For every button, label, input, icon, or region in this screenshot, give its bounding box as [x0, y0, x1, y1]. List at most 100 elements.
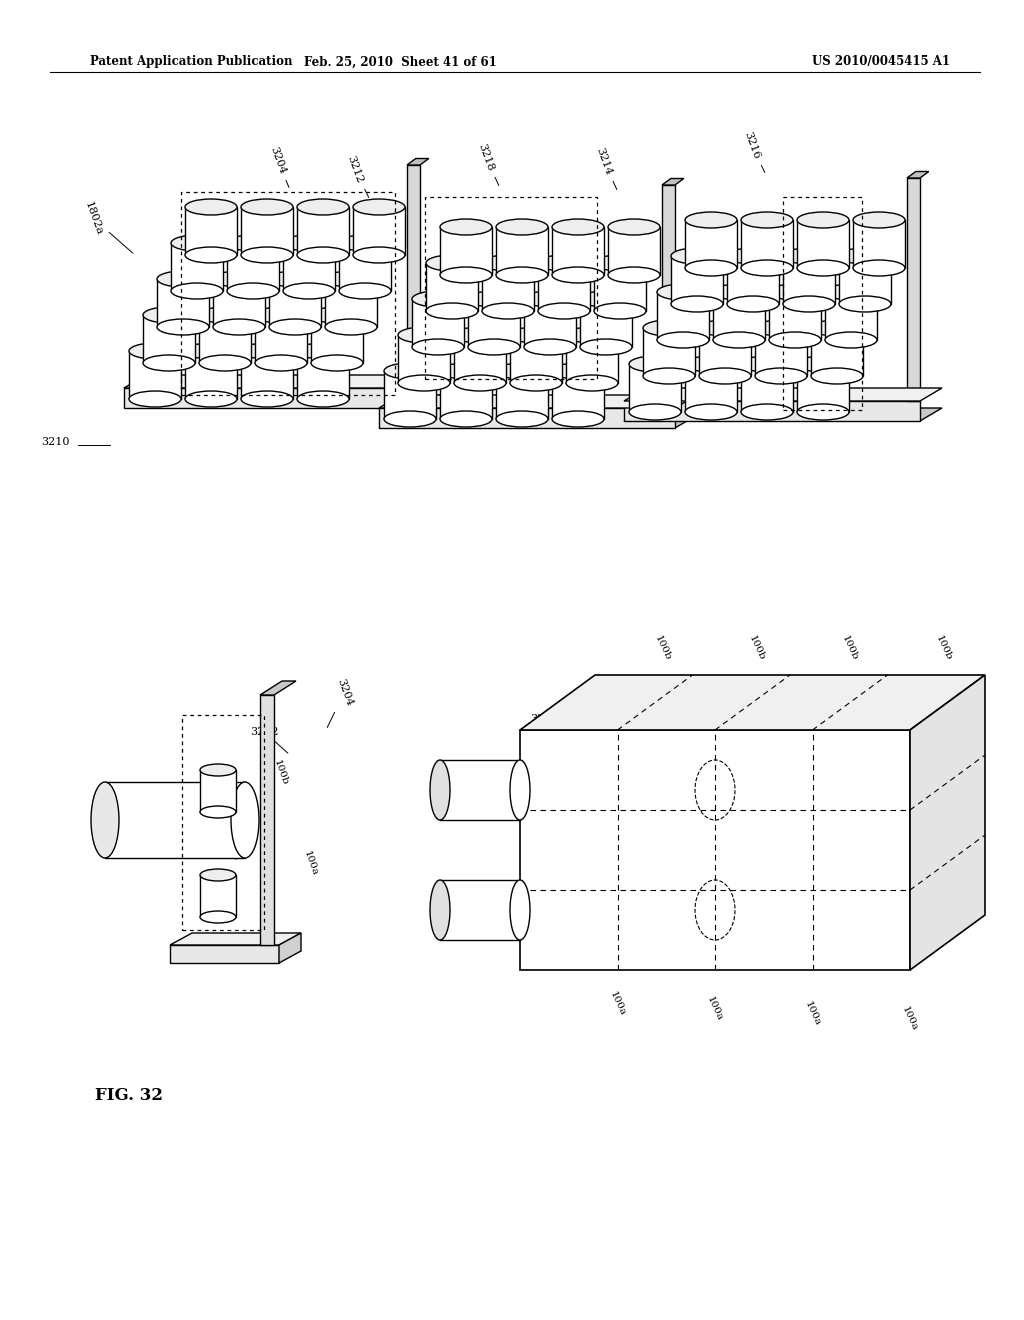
- Ellipse shape: [297, 343, 349, 359]
- Ellipse shape: [657, 333, 709, 348]
- Text: Patent Application Publication: Patent Application Publication: [90, 55, 293, 69]
- Text: US 2010/0045415 A1: US 2010/0045415 A1: [812, 55, 950, 69]
- Ellipse shape: [552, 363, 604, 379]
- Text: Feb. 25, 2010  Sheet 41 of 61: Feb. 25, 2010 Sheet 41 of 61: [304, 55, 497, 69]
- Bar: [524, 300, 575, 347]
- Ellipse shape: [412, 290, 464, 308]
- Bar: [157, 279, 209, 327]
- Ellipse shape: [566, 375, 618, 391]
- Ellipse shape: [510, 880, 530, 940]
- Ellipse shape: [227, 235, 279, 251]
- Text: 100b: 100b: [652, 634, 672, 663]
- Ellipse shape: [185, 343, 237, 359]
- Ellipse shape: [538, 304, 590, 319]
- Ellipse shape: [311, 308, 362, 323]
- Ellipse shape: [741, 213, 793, 228]
- Text: FIG. 32: FIG. 32: [95, 1086, 163, 1104]
- Bar: [685, 220, 737, 268]
- Bar: [241, 207, 293, 255]
- Ellipse shape: [671, 248, 723, 264]
- Ellipse shape: [200, 807, 236, 818]
- Polygon shape: [124, 388, 420, 408]
- Text: 3214: 3214: [594, 145, 616, 190]
- Bar: [811, 327, 863, 376]
- Ellipse shape: [741, 260, 793, 276]
- Bar: [260, 696, 274, 945]
- Ellipse shape: [339, 235, 391, 251]
- Text: 100a: 100a: [302, 850, 319, 876]
- Ellipse shape: [783, 248, 835, 264]
- Ellipse shape: [440, 411, 492, 426]
- Ellipse shape: [608, 267, 660, 282]
- Ellipse shape: [398, 375, 450, 391]
- Bar: [171, 243, 223, 290]
- Ellipse shape: [594, 255, 646, 271]
- Bar: [227, 243, 279, 290]
- Text: 3202: 3202: [250, 727, 288, 754]
- Ellipse shape: [552, 411, 604, 426]
- Text: 1802a: 1802a: [83, 201, 133, 253]
- Ellipse shape: [171, 282, 223, 300]
- Ellipse shape: [538, 255, 590, 271]
- Ellipse shape: [741, 356, 793, 372]
- Ellipse shape: [699, 368, 751, 384]
- Ellipse shape: [811, 368, 863, 384]
- Ellipse shape: [255, 308, 307, 323]
- Ellipse shape: [398, 327, 450, 343]
- Ellipse shape: [269, 271, 321, 286]
- Polygon shape: [624, 408, 942, 421]
- Ellipse shape: [213, 319, 265, 335]
- Ellipse shape: [643, 319, 695, 337]
- Bar: [685, 364, 737, 412]
- Bar: [643, 327, 695, 376]
- Ellipse shape: [580, 290, 632, 308]
- Bar: [741, 220, 793, 268]
- Ellipse shape: [199, 355, 251, 371]
- Ellipse shape: [608, 219, 660, 235]
- Bar: [496, 371, 548, 418]
- Bar: [412, 300, 464, 347]
- Ellipse shape: [157, 319, 209, 335]
- Ellipse shape: [643, 368, 695, 384]
- Bar: [699, 327, 751, 376]
- Ellipse shape: [496, 219, 548, 235]
- Bar: [580, 300, 632, 347]
- Ellipse shape: [241, 343, 293, 359]
- Bar: [552, 371, 604, 418]
- Bar: [755, 327, 807, 376]
- Ellipse shape: [185, 247, 237, 263]
- Bar: [325, 279, 377, 327]
- Ellipse shape: [685, 404, 737, 420]
- Ellipse shape: [769, 284, 821, 300]
- Bar: [297, 351, 349, 399]
- Bar: [907, 178, 920, 401]
- Bar: [520, 730, 910, 970]
- Polygon shape: [379, 408, 675, 428]
- Polygon shape: [407, 158, 429, 165]
- Text: 3204: 3204: [268, 145, 289, 187]
- Ellipse shape: [552, 267, 604, 282]
- Ellipse shape: [384, 411, 436, 426]
- Bar: [185, 351, 237, 399]
- Bar: [797, 364, 849, 412]
- Ellipse shape: [297, 199, 349, 215]
- Text: 3216: 3216: [742, 129, 765, 173]
- Text: 3212: 3212: [345, 154, 369, 198]
- Polygon shape: [279, 933, 301, 964]
- Ellipse shape: [741, 404, 793, 420]
- Ellipse shape: [353, 247, 406, 263]
- Bar: [185, 207, 237, 255]
- Ellipse shape: [241, 247, 293, 263]
- Bar: [797, 220, 849, 268]
- Ellipse shape: [339, 282, 391, 300]
- Ellipse shape: [510, 375, 562, 391]
- Bar: [538, 263, 590, 312]
- Bar: [468, 300, 520, 347]
- Ellipse shape: [129, 391, 181, 407]
- Text: 100a: 100a: [608, 990, 627, 1016]
- Bar: [311, 315, 362, 363]
- Bar: [594, 263, 646, 312]
- Ellipse shape: [468, 339, 520, 355]
- Ellipse shape: [255, 355, 307, 371]
- Ellipse shape: [825, 284, 877, 300]
